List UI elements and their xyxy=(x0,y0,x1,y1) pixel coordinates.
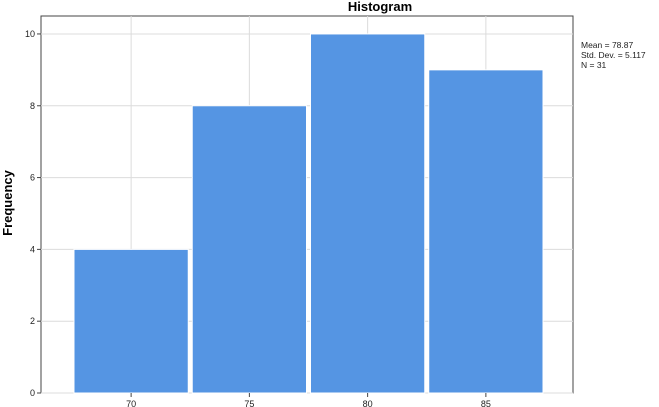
y-tick-label: 0 xyxy=(30,388,35,398)
stat-n: N = 31 xyxy=(581,60,607,70)
histogram-bar xyxy=(310,33,426,394)
x-tick-label: 80 xyxy=(363,399,373,407)
y-tick-label: 4 xyxy=(30,244,35,254)
y-axis-ticks: 0 2 4 6 8 10 xyxy=(25,29,41,398)
x-tick-label: 75 xyxy=(244,399,254,407)
y-tick-label: 6 xyxy=(30,173,35,183)
histogram-bar xyxy=(73,248,189,394)
stat-std-dev: Std. Dev. = 5.117 xyxy=(581,50,646,60)
x-axis-ticks: 70 75 80 85 xyxy=(126,393,491,407)
y-tick-label: 2 xyxy=(30,316,35,326)
histogram-bar xyxy=(191,105,307,394)
x-tick-label: 85 xyxy=(481,399,491,407)
statistics-box: Mean = 78.87 Std. Dev. = 5.117 N = 31 xyxy=(581,40,646,70)
x-tick-label: 70 xyxy=(126,399,136,407)
y-axis-label: Frequency xyxy=(0,169,15,236)
histogram-bar xyxy=(428,69,544,394)
stat-mean: Mean = 78.87 xyxy=(581,40,633,50)
y-tick-label: 10 xyxy=(25,29,35,39)
chart-title: Histogram xyxy=(348,0,412,14)
y-tick-label: 8 xyxy=(30,101,35,111)
